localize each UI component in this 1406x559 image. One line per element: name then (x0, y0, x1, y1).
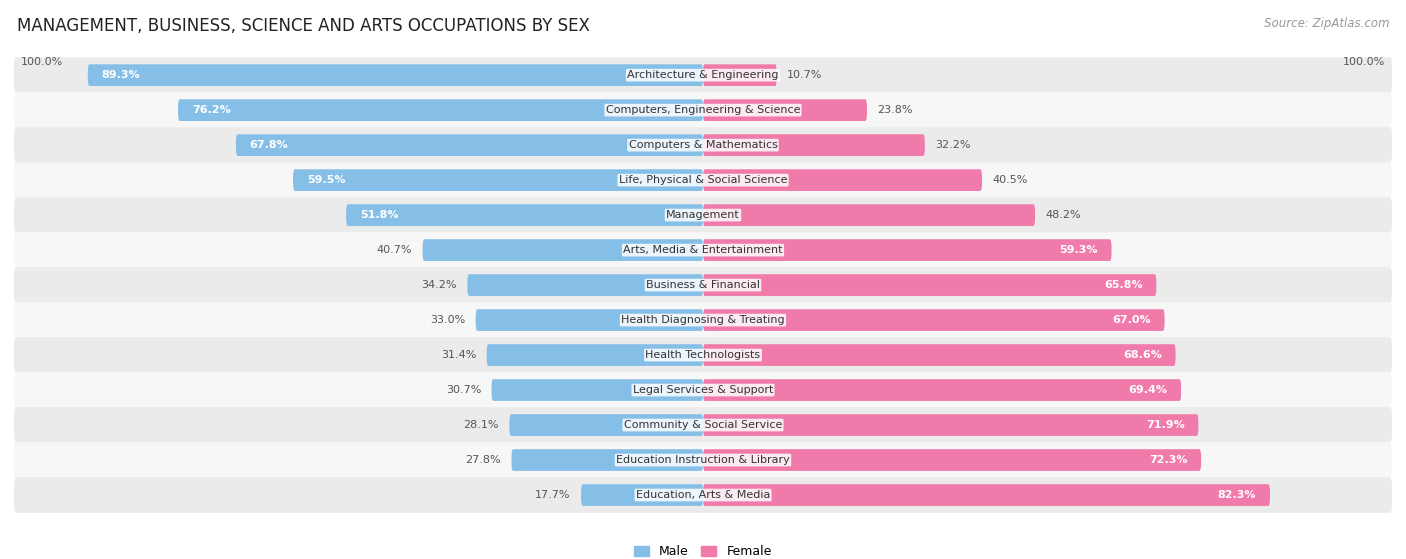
FancyBboxPatch shape (492, 379, 703, 401)
Text: 65.8%: 65.8% (1104, 280, 1143, 290)
Text: Computers & Mathematics: Computers & Mathematics (628, 140, 778, 150)
Text: 40.5%: 40.5% (993, 175, 1028, 185)
FancyBboxPatch shape (512, 449, 703, 471)
Text: 28.1%: 28.1% (464, 420, 499, 430)
Text: Architecture & Engineering: Architecture & Engineering (627, 70, 779, 80)
Text: 27.8%: 27.8% (465, 455, 501, 465)
FancyBboxPatch shape (14, 442, 1392, 478)
Text: 100.0%: 100.0% (21, 57, 63, 67)
FancyBboxPatch shape (87, 64, 703, 86)
Text: 33.0%: 33.0% (430, 315, 465, 325)
FancyBboxPatch shape (703, 414, 1198, 436)
FancyBboxPatch shape (14, 58, 1392, 93)
FancyBboxPatch shape (475, 309, 703, 331)
FancyBboxPatch shape (703, 134, 925, 156)
Text: Life, Physical & Social Science: Life, Physical & Social Science (619, 175, 787, 185)
Text: 34.2%: 34.2% (422, 280, 457, 290)
Text: 68.6%: 68.6% (1123, 350, 1161, 360)
FancyBboxPatch shape (14, 267, 1392, 303)
Text: Health Diagnosing & Treating: Health Diagnosing & Treating (621, 315, 785, 325)
Text: 82.3%: 82.3% (1218, 490, 1256, 500)
FancyBboxPatch shape (703, 64, 776, 86)
FancyBboxPatch shape (14, 407, 1392, 443)
FancyBboxPatch shape (14, 372, 1392, 408)
Text: Business & Financial: Business & Financial (645, 280, 761, 290)
FancyBboxPatch shape (703, 449, 1201, 471)
Text: 59.3%: 59.3% (1059, 245, 1098, 255)
FancyBboxPatch shape (703, 344, 1175, 366)
FancyBboxPatch shape (14, 197, 1392, 233)
FancyBboxPatch shape (179, 100, 703, 121)
Text: 89.3%: 89.3% (101, 70, 141, 80)
Text: 48.2%: 48.2% (1046, 210, 1081, 220)
Text: 59.5%: 59.5% (307, 175, 346, 185)
FancyBboxPatch shape (703, 204, 1035, 226)
FancyBboxPatch shape (423, 239, 703, 261)
FancyBboxPatch shape (14, 162, 1392, 198)
Text: MANAGEMENT, BUSINESS, SCIENCE AND ARTS OCCUPATIONS BY SEX: MANAGEMENT, BUSINESS, SCIENCE AND ARTS O… (17, 17, 589, 35)
FancyBboxPatch shape (236, 134, 703, 156)
FancyBboxPatch shape (14, 92, 1392, 128)
Text: 76.2%: 76.2% (191, 105, 231, 115)
Text: 71.9%: 71.9% (1146, 420, 1185, 430)
Text: 31.4%: 31.4% (441, 350, 477, 360)
Text: Arts, Media & Entertainment: Arts, Media & Entertainment (623, 245, 783, 255)
FancyBboxPatch shape (703, 379, 1181, 401)
FancyBboxPatch shape (467, 274, 703, 296)
FancyBboxPatch shape (509, 414, 703, 436)
Text: Community & Social Service: Community & Social Service (624, 420, 782, 430)
FancyBboxPatch shape (14, 477, 1392, 513)
FancyBboxPatch shape (14, 127, 1392, 163)
FancyBboxPatch shape (703, 169, 981, 191)
FancyBboxPatch shape (486, 344, 703, 366)
Text: Management: Management (666, 210, 740, 220)
FancyBboxPatch shape (581, 484, 703, 506)
Text: 40.7%: 40.7% (377, 245, 412, 255)
FancyBboxPatch shape (292, 169, 703, 191)
Text: 30.7%: 30.7% (446, 385, 481, 395)
Text: Source: ZipAtlas.com: Source: ZipAtlas.com (1264, 17, 1389, 30)
FancyBboxPatch shape (703, 309, 1164, 331)
Text: 72.3%: 72.3% (1149, 455, 1187, 465)
FancyBboxPatch shape (703, 484, 1270, 506)
Text: 17.7%: 17.7% (536, 490, 571, 500)
Text: 67.8%: 67.8% (250, 140, 288, 150)
FancyBboxPatch shape (346, 204, 703, 226)
FancyBboxPatch shape (14, 232, 1392, 268)
Text: 23.8%: 23.8% (877, 105, 912, 115)
Text: 32.2%: 32.2% (935, 140, 970, 150)
FancyBboxPatch shape (703, 239, 1112, 261)
Legend: Male, Female: Male, Female (630, 540, 776, 559)
Text: 10.7%: 10.7% (787, 70, 823, 80)
Text: 67.0%: 67.0% (1112, 315, 1152, 325)
FancyBboxPatch shape (14, 337, 1392, 373)
FancyBboxPatch shape (703, 100, 868, 121)
FancyBboxPatch shape (703, 274, 1156, 296)
Text: 51.8%: 51.8% (360, 210, 398, 220)
Text: 69.4%: 69.4% (1129, 385, 1167, 395)
Text: 100.0%: 100.0% (1343, 57, 1385, 67)
FancyBboxPatch shape (14, 302, 1392, 338)
Text: Legal Services & Support: Legal Services & Support (633, 385, 773, 395)
Text: Health Technologists: Health Technologists (645, 350, 761, 360)
Text: Education Instruction & Library: Education Instruction & Library (616, 455, 790, 465)
Text: Education, Arts & Media: Education, Arts & Media (636, 490, 770, 500)
Text: Computers, Engineering & Science: Computers, Engineering & Science (606, 105, 800, 115)
